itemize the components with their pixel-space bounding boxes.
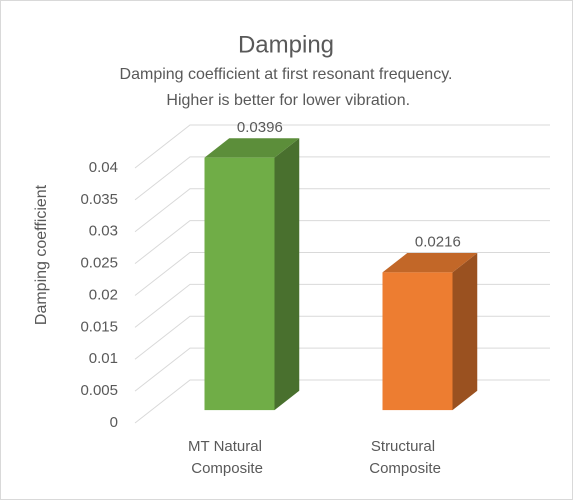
y-tick-label: 0.04	[89, 159, 118, 176]
grid-line	[134, 188, 550, 233]
data-label: 0.0216	[415, 234, 461, 251]
chart-title: Damping	[238, 31, 334, 58]
y-axis-label: Damping coefficient	[33, 184, 50, 325]
bar-side	[452, 253, 478, 411]
bar-front	[204, 157, 275, 411]
chart-subtitle: Damping coefficient at first resonant fr…	[120, 66, 453, 109]
data-label: 0.0396	[237, 119, 283, 136]
bar-top	[382, 253, 478, 273]
grid-line	[134, 252, 550, 296]
bar-side	[274, 138, 300, 411]
y-tick-label: 0.005	[80, 382, 118, 399]
grid-line	[134, 156, 550, 201]
y-tick-label: 0.03	[89, 223, 118, 240]
bar-front	[382, 272, 453, 411]
y-tick-label: 0	[110, 414, 118, 431]
y-tick-label: 0.025	[80, 255, 118, 272]
x-tick-label: Structural Composite	[365, 438, 441, 477]
grid-line	[134, 124, 550, 169]
grid-line	[134, 220, 550, 265]
bar	[382, 253, 478, 411]
x-tick-label: MT Natural Composite	[187, 438, 263, 477]
y-tick-label: 0.01	[89, 350, 118, 367]
y-tick-label: 0.015	[80, 318, 118, 335]
bar-top	[204, 138, 300, 158]
y-tick-label: 0.02	[89, 286, 118, 303]
bar	[204, 138, 300, 411]
y-tick-label: 0.035	[80, 191, 118, 208]
